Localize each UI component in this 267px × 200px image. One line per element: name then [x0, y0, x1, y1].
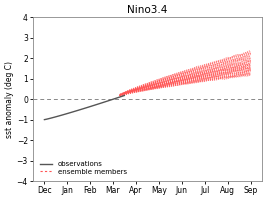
Y-axis label: sst anomaly (deg C): sst anomaly (deg C) [5, 61, 14, 138]
Legend: observations, ensemble members: observations, ensemble members [38, 160, 128, 176]
Title: Nino3.4: Nino3.4 [127, 5, 168, 15]
